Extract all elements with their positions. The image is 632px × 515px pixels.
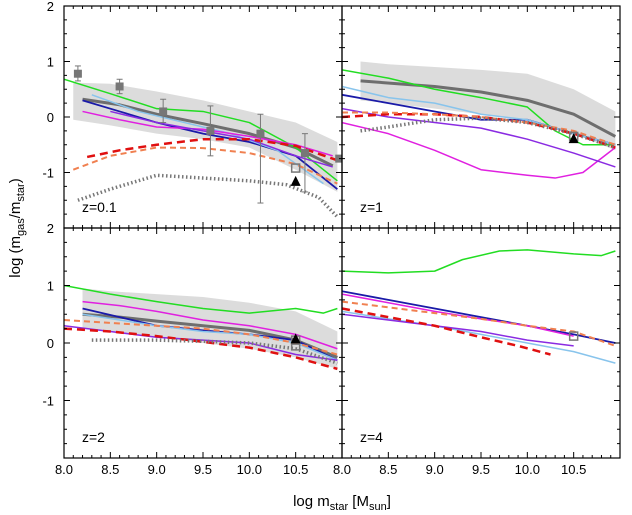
x-tick-label: 9.5 [194,462,212,477]
scatter-band [82,288,338,369]
x-tick-label: 8.0 [333,462,351,477]
series-line-median [360,79,617,138]
panel-label: z=2 [82,429,105,445]
series-line-magenta [342,121,616,179]
x-tick-labels: 8.0 8.5 9.0 9.5 10.0 10.5 8.0 8.5 9.0 9.5 10.0 10.5 [55,462,586,477]
data-square [256,129,265,138]
series-line-dotted [360,116,616,150]
y-tick-label: 1 [47,55,54,70]
y-tick-label: 0 [47,110,54,125]
y-tick-label: -1 [42,166,54,181]
y-axis-label: log (mgas/mstar) [7,178,27,277]
panel-4: z=4 [341,227,621,459]
data-square [335,154,342,163]
open-square-marker [290,163,301,173]
series-line-red [86,137,338,162]
panel-3: z=2 [63,227,343,459]
series-line-green [64,284,338,314]
x-tick-label: 10.5 [283,462,308,477]
panel-label: z=0.1 [82,199,117,215]
ticks [341,227,621,459]
open-square-marker [568,331,579,341]
data-square [73,69,82,78]
series-line-dotted [77,173,339,219]
series-line-dotted [91,338,338,365]
series-line-orange [342,111,616,146]
series-line-green [64,78,338,182]
data-square [115,82,124,91]
series-line-navy [342,290,616,344]
ticks [63,227,343,459]
panel-1: z=0.1 [63,5,343,229]
x-tick-label: 9.0 [426,462,444,477]
x-tick-label: 9.5 [472,462,490,477]
series-line-orange [342,300,616,347]
y-tick-label: 2 [47,0,54,14]
panels: z=0.1 z=1 z=2 z=4 [63,5,621,459]
x-tick-label: 10.0 [515,462,540,477]
series-line-green [342,249,616,274]
series-line-orange [72,146,338,185]
x-tick-label: 8.0 [55,462,73,477]
plot-area [64,284,338,371]
data-square [300,149,309,158]
panel-frame [341,227,621,459]
y-tick-label: 0 [47,336,54,351]
plot-area [342,61,617,179]
plot-area [342,249,616,364]
x-tick-label: 10.5 [561,462,586,477]
series-line-red [64,327,338,371]
series-line-purple [342,313,574,347]
series-line-purple [110,110,333,168]
y-tick-label: 2 [47,221,54,236]
y-tick-labels: -1 0 1 2 -1 0 1 2 [42,0,54,409]
y-tick-label: -1 [42,394,54,409]
x-axis-label: log mstar [Msun] [293,493,391,513]
triangle-marker [290,175,301,186]
x-tick-label: 8.5 [101,462,119,477]
series-line-red [342,307,551,356]
x-tick-label: 9.0 [148,462,166,477]
data-square [206,126,215,135]
scatter-band [360,61,616,151]
panel-label: z=4 [360,429,383,445]
panel-label: z=1 [360,199,383,215]
x-tick-label: 10.0 [237,462,262,477]
series-line-purple [342,107,616,168]
y-tick-label: 1 [47,279,54,294]
data-square [159,107,168,116]
panel-2: z=1 [341,5,621,229]
scatter-band [73,82,338,192]
series-line-red [342,112,616,149]
triangle-marker [568,133,579,144]
x-tick-label: 8.5 [379,462,397,477]
plot-area [64,65,342,219]
series-line-lightblue [342,310,616,364]
triangle-marker [290,333,301,344]
